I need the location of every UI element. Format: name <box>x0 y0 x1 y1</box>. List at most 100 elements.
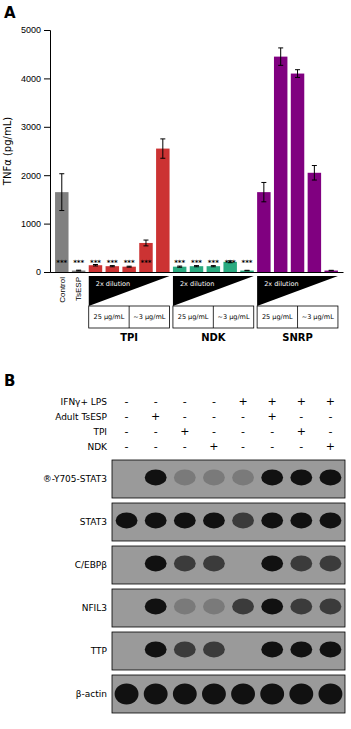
error-bar <box>295 70 300 78</box>
y-tick: 1000 <box>21 219 50 229</box>
tick-mark <box>44 127 50 128</box>
bar <box>274 57 287 272</box>
band <box>145 599 167 615</box>
group-label: NDK <box>201 332 227 343</box>
error-cap <box>143 245 148 246</box>
error-cap <box>329 270 334 271</box>
significance-label: *** <box>140 259 151 267</box>
dilution-label: 2x dilution <box>96 280 130 288</box>
tick-label: 3000 <box>21 122 41 132</box>
band <box>261 556 283 572</box>
tick-mark <box>44 224 50 225</box>
bar <box>156 149 169 272</box>
band <box>203 556 225 572</box>
error-cap <box>245 270 250 271</box>
treatment-sign: - <box>125 395 129 408</box>
error-cap <box>160 158 165 159</box>
figure: ATNFα (pg/mL)010002000300040005000Contro… <box>0 0 351 729</box>
band <box>261 599 283 615</box>
blot-label: TTP <box>90 646 108 656</box>
tick-label: 0 <box>36 267 41 277</box>
treatment-sign: + <box>268 410 277 423</box>
error-bar <box>76 270 81 272</box>
tick-mark <box>44 78 50 79</box>
band <box>202 684 226 705</box>
error-stem <box>314 166 315 181</box>
blot-background <box>112 546 345 584</box>
tick-label: 2000 <box>21 171 41 181</box>
band <box>232 513 254 529</box>
error-stem <box>61 174 62 211</box>
concentration-divider <box>213 306 214 328</box>
error-bar <box>329 270 334 271</box>
error-stem <box>263 182 264 201</box>
concentration-label: ~3 μg/mL <box>133 313 165 321</box>
treatment-sign: + <box>209 440 218 453</box>
dilution-label: 2x dilution <box>180 280 214 288</box>
band <box>203 599 225 615</box>
band <box>261 642 283 658</box>
tick-label: 1000 <box>21 219 41 229</box>
error-cap <box>59 210 64 211</box>
bar <box>308 173 321 272</box>
treatment-sign: - <box>212 410 216 423</box>
blot-background <box>112 460 345 498</box>
treatment-sign: - <box>125 425 129 438</box>
error-cap <box>278 47 283 48</box>
significance-label: *** <box>191 259 202 267</box>
bar <box>122 267 135 272</box>
blot-background <box>112 503 345 541</box>
band <box>174 470 196 486</box>
concentration-box <box>173 306 254 328</box>
band <box>145 642 167 658</box>
error-bar <box>143 240 148 246</box>
treatment-sign: - <box>125 440 129 453</box>
error-cap <box>261 201 266 202</box>
concentration-label: 25 μg/mL <box>178 313 209 321</box>
concentration-box <box>89 306 170 328</box>
y-tick: 4000 <box>21 74 50 84</box>
y-tick: 3000 <box>21 122 50 132</box>
band <box>261 513 283 529</box>
treatment-sign: - <box>212 395 216 408</box>
band <box>320 642 342 658</box>
band <box>115 684 139 705</box>
bar <box>291 74 304 272</box>
band <box>290 599 312 615</box>
band <box>173 684 197 705</box>
error-cap <box>295 69 300 70</box>
error-stem <box>162 139 163 158</box>
treatment-sign: - <box>154 440 158 453</box>
band <box>174 513 196 529</box>
treatment-sign: + <box>326 395 335 408</box>
treatment-sign: - <box>270 425 274 438</box>
y-axis-title: TNFα (pg/mL) <box>2 117 13 186</box>
panel-title: A <box>4 4 16 22</box>
error-bar <box>245 270 250 271</box>
concentration-label: 25 μg/mL <box>262 313 293 321</box>
group-annotation: 2x dilution25 μg/mL~3 μg/mLTPI <box>89 276 170 343</box>
treatment-sign: - <box>154 395 158 408</box>
error-cap <box>59 173 64 174</box>
tick-mark <box>44 30 50 31</box>
dilution-triangle <box>173 276 254 306</box>
treatment-sign: - <box>299 410 303 423</box>
error-cap <box>261 182 266 183</box>
significance-label: *** <box>242 259 253 267</box>
treatment-sign: + <box>180 425 189 438</box>
bar <box>72 271 85 272</box>
concentration-divider <box>129 306 130 328</box>
band <box>320 556 342 572</box>
treatment-label: NDK <box>87 442 108 452</box>
error-stem <box>280 48 281 65</box>
band <box>261 470 283 486</box>
x-tick: TsESP <box>74 277 83 301</box>
treatment-label: TPI <box>92 427 107 437</box>
error-stem <box>145 240 146 246</box>
bar <box>324 271 337 272</box>
concentration-box <box>257 306 338 328</box>
y-tick: 5000 <box>21 25 50 35</box>
band <box>203 513 225 529</box>
error-bar <box>59 174 64 211</box>
y-axis: 0 1000 2000 3000 4000 5000 <box>21 25 51 277</box>
